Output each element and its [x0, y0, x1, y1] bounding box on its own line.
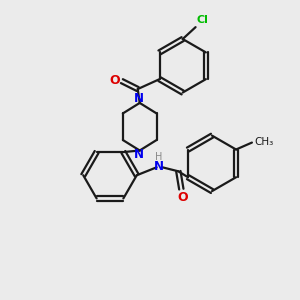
Text: H: H [155, 152, 162, 162]
Text: O: O [177, 190, 188, 204]
Text: N: N [134, 148, 144, 161]
Text: O: O [110, 74, 120, 87]
Text: N: N [134, 92, 144, 106]
Text: CH₃: CH₃ [254, 136, 273, 147]
Text: N: N [154, 160, 164, 173]
Text: Cl: Cl [196, 15, 208, 25]
